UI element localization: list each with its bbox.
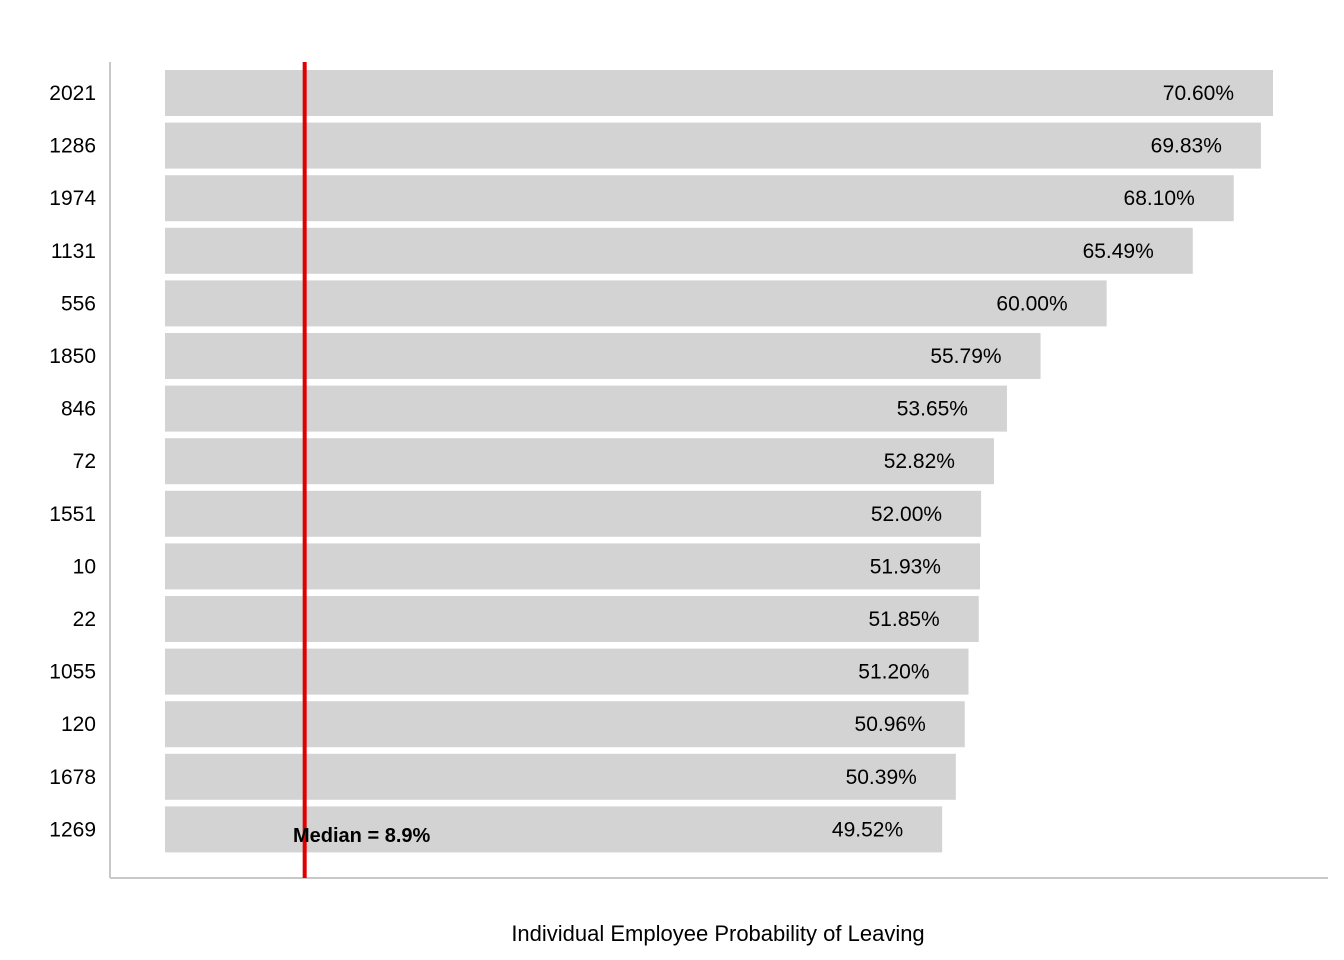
value-label-2021: 70.60% <box>1163 82 1234 105</box>
bar-846 <box>165 385 1007 432</box>
bar-1974 <box>165 175 1234 222</box>
category-label-1974: 1974 <box>49 187 96 210</box>
category-label-1286: 1286 <box>49 135 96 158</box>
x-axis-title: Individual Employee Probability of Leavi… <box>511 921 924 946</box>
bars-layer <box>165 70 1273 853</box>
bar-120 <box>165 701 965 748</box>
median-label: Median = 8.9% <box>293 825 430 847</box>
value-label-1055: 51.20% <box>858 661 929 684</box>
bar-1551 <box>165 490 982 537</box>
value-labels-layer: 70.60% 69.83% 68.10% 65.49% 60.00% 55.79% 53.6… <box>832 82 1234 841</box>
value-label-1131: 65.49% <box>1083 240 1154 263</box>
category-label-22: 22 <box>73 608 96 631</box>
value-label-1269: 49.52% <box>832 818 903 841</box>
category-label-1055: 1055 <box>49 661 96 684</box>
bar-1850 <box>165 333 1041 379</box>
category-label-1850: 1850 <box>49 345 96 368</box>
category-label-1551: 1551 <box>49 503 96 526</box>
bar-556 <box>165 280 1107 327</box>
category-label-1269: 1269 <box>49 818 96 841</box>
bar-72 <box>165 438 994 485</box>
bar-10 <box>165 543 980 590</box>
category-label-72: 72 <box>73 450 96 473</box>
value-label-1678: 50.39% <box>846 766 917 789</box>
category-label-846: 846 <box>61 398 96 421</box>
value-label-72: 52.82% <box>884 450 955 473</box>
value-label-1551: 52.00% <box>871 503 942 526</box>
value-label-10: 51.93% <box>870 555 941 578</box>
value-label-556: 60.00% <box>996 292 1067 315</box>
bar-1055 <box>165 648 969 695</box>
bar-2021 <box>165 70 1273 116</box>
value-label-846: 53.65% <box>897 398 968 421</box>
value-label-1974: 68.10% <box>1124 187 1195 210</box>
bar-22 <box>165 596 979 642</box>
bar-1286 <box>165 122 1261 169</box>
category-labels-layer: 2021 1286 1974 1131 556 1850 846 72 1551 10 22 1055… <box>49 82 96 841</box>
category-label-556: 556 <box>61 292 96 315</box>
value-label-120: 50.96% <box>855 713 926 736</box>
bar-1678 <box>165 753 956 800</box>
value-label-22: 51.85% <box>869 608 940 631</box>
category-label-1678: 1678 <box>49 766 96 789</box>
category-label-10: 10 <box>73 555 96 578</box>
category-label-2021: 2021 <box>49 82 96 105</box>
value-label-1286: 69.83% <box>1151 135 1222 158</box>
bar-1269 <box>165 806 943 853</box>
category-label-120: 120 <box>61 713 96 736</box>
bar-1131 <box>165 227 1193 274</box>
category-label-1131: 1131 <box>51 240 96 263</box>
value-label-1850: 55.79% <box>930 345 1001 368</box>
